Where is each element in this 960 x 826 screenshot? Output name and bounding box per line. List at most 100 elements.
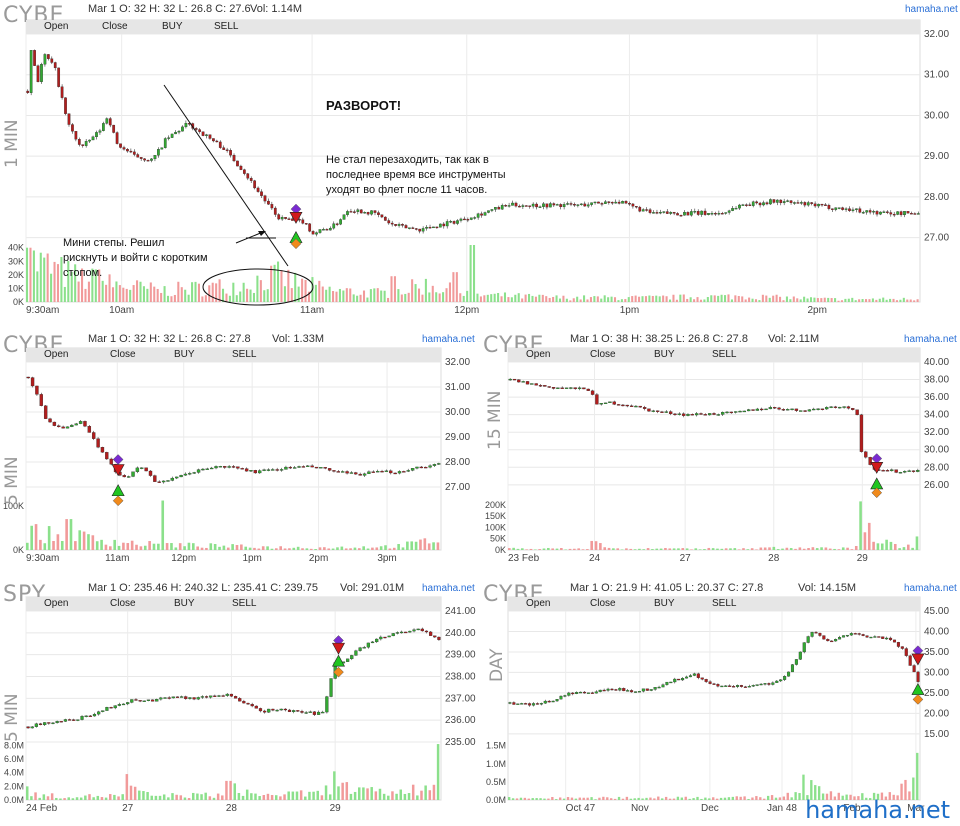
p1-volume-bar [730, 299, 733, 302]
p1-candle-body [775, 199, 779, 203]
p1-y-tick-label: 31.00 [924, 70, 949, 81]
p4-vol-tick-label: 4.0M [4, 768, 24, 778]
p2-candle-body [362, 473, 367, 476]
p4-candle-body [155, 699, 159, 702]
p1-volume-bar [589, 297, 592, 302]
p1-candle-body [459, 218, 463, 221]
p1-volume-bar [885, 299, 888, 302]
p4-candle-body [51, 722, 55, 725]
p2-candle-body [96, 438, 100, 448]
p1-candle-body [84, 141, 88, 146]
p1-volume-bar [187, 294, 190, 302]
p1-volume-bar [359, 294, 362, 302]
p1-volume-bar [180, 287, 183, 302]
p3-volume-bar [681, 548, 685, 550]
p5-volume-bar [668, 798, 672, 800]
p1-volume-bar [208, 285, 211, 302]
p3-candle-body [543, 385, 547, 387]
p1-volume-bar [60, 257, 63, 302]
p1-volume-info: Vol: 1.14M [250, 3, 302, 15]
p1-candle-body [108, 118, 112, 126]
p4-candle-body [362, 647, 366, 649]
p1-volume-bar [847, 298, 850, 302]
p1-volume-bar [809, 297, 813, 302]
p3-volume-bar [811, 547, 815, 550]
p2-candle-body [297, 466, 301, 468]
p5-volume-bar [574, 798, 578, 800]
p3-candle-body [838, 406, 842, 409]
p1-candle-body [160, 147, 164, 150]
p5-vol-tick-label: 0.5M [486, 777, 506, 787]
p2-candle-body [183, 473, 188, 476]
p5-candle-body [830, 640, 834, 643]
p1-volume-bar [160, 292, 163, 302]
p1-volume-bar [785, 296, 788, 302]
p4-volume-bar [387, 795, 390, 800]
p5-volume-bar [535, 798, 538, 800]
p5-volume-bar [884, 796, 888, 800]
p1-candle-body [717, 213, 721, 215]
p1-candle-body [242, 169, 246, 174]
p2-candle-body [148, 470, 153, 476]
p1-volume-bar [407, 292, 410, 302]
p1-volume-bar [655, 295, 658, 302]
p5-volume-bar [778, 797, 782, 800]
p5-y-tick-label: 35.00 [924, 647, 949, 658]
p4-volume-bar [337, 786, 340, 800]
p4-volume-bar [179, 795, 183, 800]
p5-candle-body [845, 634, 849, 637]
p4-candle-body [387, 635, 391, 638]
p1-candle-body [659, 211, 662, 214]
p1-candle-body [260, 191, 263, 196]
p1-candle-body [163, 138, 167, 148]
p5-candle-body [669, 681, 673, 684]
p4-candle-body [254, 705, 258, 709]
p3-volume-bar [646, 548, 650, 550]
p1-candle-body [490, 209, 494, 211]
p1-candle-body [631, 203, 635, 207]
p4-volume-bar [30, 796, 33, 800]
p4-candle-body [379, 636, 383, 640]
p3-volume-bar [512, 547, 515, 550]
p3-candle-body [846, 406, 851, 409]
p3-candle-body [603, 402, 608, 405]
p1-candle-body [181, 126, 184, 132]
p1-candle-body [542, 203, 545, 207]
p4-candle-body [84, 715, 88, 718]
p2-volume-bar [165, 543, 169, 550]
p3-candle-body [864, 451, 868, 458]
p4-volume-bar [250, 793, 253, 800]
p2-volume-bar [235, 544, 239, 550]
p1-candle-body [98, 130, 102, 133]
p5-candle-body [841, 635, 846, 638]
p1-volume-bar [827, 297, 830, 302]
p4-volume-bar [358, 787, 361, 800]
p5-candle-body [700, 677, 704, 680]
p3-volume-bar [668, 548, 672, 550]
p5-volume-bar [515, 798, 519, 800]
p1-candle-body [634, 206, 638, 208]
p3-volume-bar [820, 547, 823, 550]
p1-volume-bar [314, 284, 317, 302]
p2-candle-body [345, 471, 349, 474]
note-right-line: уходят во флет после 11 часов. [326, 184, 488, 196]
p4-volume-bar [432, 784, 436, 800]
p1-volume-bar [806, 298, 809, 302]
p4-volume-bar [436, 744, 440, 800]
p4-volume-bar [245, 789, 249, 800]
p3-candle-body [512, 378, 517, 381]
p3-volume-bar [629, 548, 633, 550]
p1-candle-body [298, 219, 301, 221]
p4-candle-body [258, 708, 263, 712]
p5-candle-body [661, 684, 665, 688]
p4-volume-bar [411, 784, 415, 800]
p1-volume-bar [840, 300, 843, 302]
p4-volume-bar [283, 794, 286, 800]
p1-volume-bar [400, 294, 403, 302]
p1-candle-body [36, 65, 40, 82]
p3-candle-body [890, 469, 894, 472]
p1-vol-tick-label: 0K [13, 297, 24, 307]
p2-volume-bar [218, 546, 221, 550]
p2-x-tick-label: 9:30am [26, 553, 59, 564]
p4-candle-body [175, 696, 180, 698]
